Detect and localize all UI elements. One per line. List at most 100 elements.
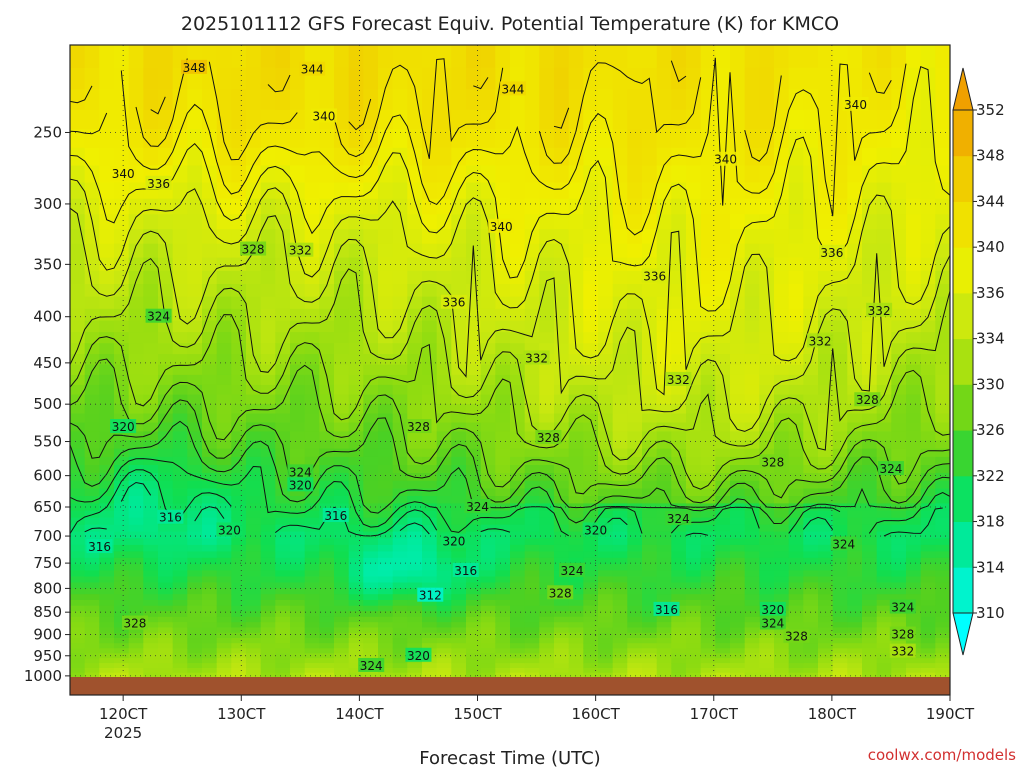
field-cell bbox=[451, 524, 467, 533]
field-cell bbox=[524, 622, 540, 629]
field-cell bbox=[392, 588, 408, 595]
field-cell bbox=[627, 600, 643, 607]
field-cell bbox=[524, 605, 540, 612]
field-cell bbox=[84, 147, 100, 167]
field-cell bbox=[480, 594, 496, 601]
field-cell bbox=[128, 588, 144, 595]
field-cell bbox=[290, 582, 306, 589]
field-cell bbox=[378, 576, 394, 584]
field-cell bbox=[158, 582, 174, 589]
field-cell bbox=[788, 588, 804, 595]
field-cell bbox=[143, 243, 159, 259]
field-cell bbox=[862, 517, 878, 526]
field-cell bbox=[480, 632, 496, 639]
field-cell bbox=[627, 632, 643, 639]
field-cell bbox=[172, 308, 188, 322]
field-cell bbox=[275, 129, 291, 149]
field-cell bbox=[99, 257, 115, 272]
field-cell bbox=[436, 588, 452, 595]
field-cell bbox=[290, 627, 306, 634]
field-cell bbox=[275, 67, 291, 90]
field-cell bbox=[524, 653, 540, 659]
field-cell bbox=[612, 45, 628, 69]
field-cell bbox=[275, 503, 291, 512]
field-cell bbox=[730, 422, 746, 432]
field-cell bbox=[774, 488, 790, 497]
field-cell bbox=[847, 440, 863, 450]
field-cell bbox=[392, 632, 408, 639]
field-cell bbox=[759, 165, 775, 183]
field-cell bbox=[759, 653, 775, 659]
field-cell bbox=[436, 354, 452, 366]
field-cell bbox=[422, 517, 438, 526]
field-cell bbox=[759, 404, 775, 415]
contour-label-bg bbox=[889, 626, 916, 641]
field-cell bbox=[671, 473, 687, 482]
field-cell bbox=[554, 510, 570, 519]
field-cell bbox=[612, 320, 628, 333]
field-cell bbox=[466, 431, 482, 441]
field-cell bbox=[202, 648, 218, 654]
field-cell bbox=[246, 517, 262, 526]
field-cell bbox=[906, 510, 922, 519]
field-cell bbox=[876, 510, 892, 519]
field-cell bbox=[539, 544, 555, 552]
field-cell bbox=[70, 611, 86, 618]
field-cell bbox=[363, 394, 379, 405]
field-cell bbox=[686, 648, 702, 654]
field-cell bbox=[246, 456, 262, 466]
field-cell bbox=[407, 431, 423, 441]
field-cell bbox=[114, 374, 130, 386]
field-cell bbox=[862, 354, 878, 366]
contour-label: 340 bbox=[313, 109, 336, 123]
field-cell bbox=[260, 89, 276, 111]
field-cell bbox=[290, 570, 306, 578]
field-cell bbox=[216, 668, 232, 674]
field-cell bbox=[392, 627, 408, 634]
field-cell bbox=[143, 594, 159, 601]
field-cell bbox=[451, 473, 467, 482]
field-cell bbox=[774, 296, 790, 310]
field-cell bbox=[568, 658, 584, 664]
field-cell bbox=[143, 638, 159, 644]
field-cell bbox=[128, 214, 144, 230]
field-cell bbox=[642, 622, 658, 629]
field-cell bbox=[627, 564, 643, 571]
field-cell bbox=[216, 544, 232, 552]
field-cell bbox=[642, 243, 658, 259]
contour-line bbox=[70, 112, 108, 135]
field-cell bbox=[275, 214, 291, 230]
field-cell bbox=[348, 517, 364, 526]
contour-label-bg bbox=[759, 601, 786, 616]
field-cell bbox=[275, 165, 291, 183]
field-cell bbox=[686, 296, 702, 310]
field-cell bbox=[818, 422, 834, 432]
field-cell bbox=[99, 672, 115, 678]
field-cell bbox=[480, 524, 496, 533]
field-cell bbox=[671, 332, 687, 344]
field-cell bbox=[700, 473, 716, 482]
field-cell bbox=[172, 473, 188, 482]
field-cell bbox=[803, 544, 819, 552]
field-cell bbox=[114, 588, 130, 595]
field-cell bbox=[143, 465, 159, 474]
field-cell bbox=[862, 672, 878, 678]
field-cell bbox=[803, 658, 819, 664]
field-cell bbox=[715, 570, 731, 578]
field-cell bbox=[510, 147, 526, 167]
field-cell bbox=[774, 257, 790, 272]
field-cell bbox=[378, 394, 394, 405]
field-cell bbox=[480, 182, 496, 200]
field-cell bbox=[436, 456, 452, 466]
field-cell bbox=[319, 531, 335, 539]
field-cell bbox=[334, 582, 350, 589]
field-cell bbox=[818, 648, 834, 654]
field-cell bbox=[847, 404, 863, 415]
field-cell bbox=[671, 648, 687, 654]
field-cell bbox=[524, 594, 540, 601]
field-cell bbox=[598, 582, 614, 589]
field-cell bbox=[686, 582, 702, 589]
field-cell bbox=[876, 473, 892, 482]
contour-line bbox=[135, 58, 188, 147]
field-cell bbox=[847, 431, 863, 441]
